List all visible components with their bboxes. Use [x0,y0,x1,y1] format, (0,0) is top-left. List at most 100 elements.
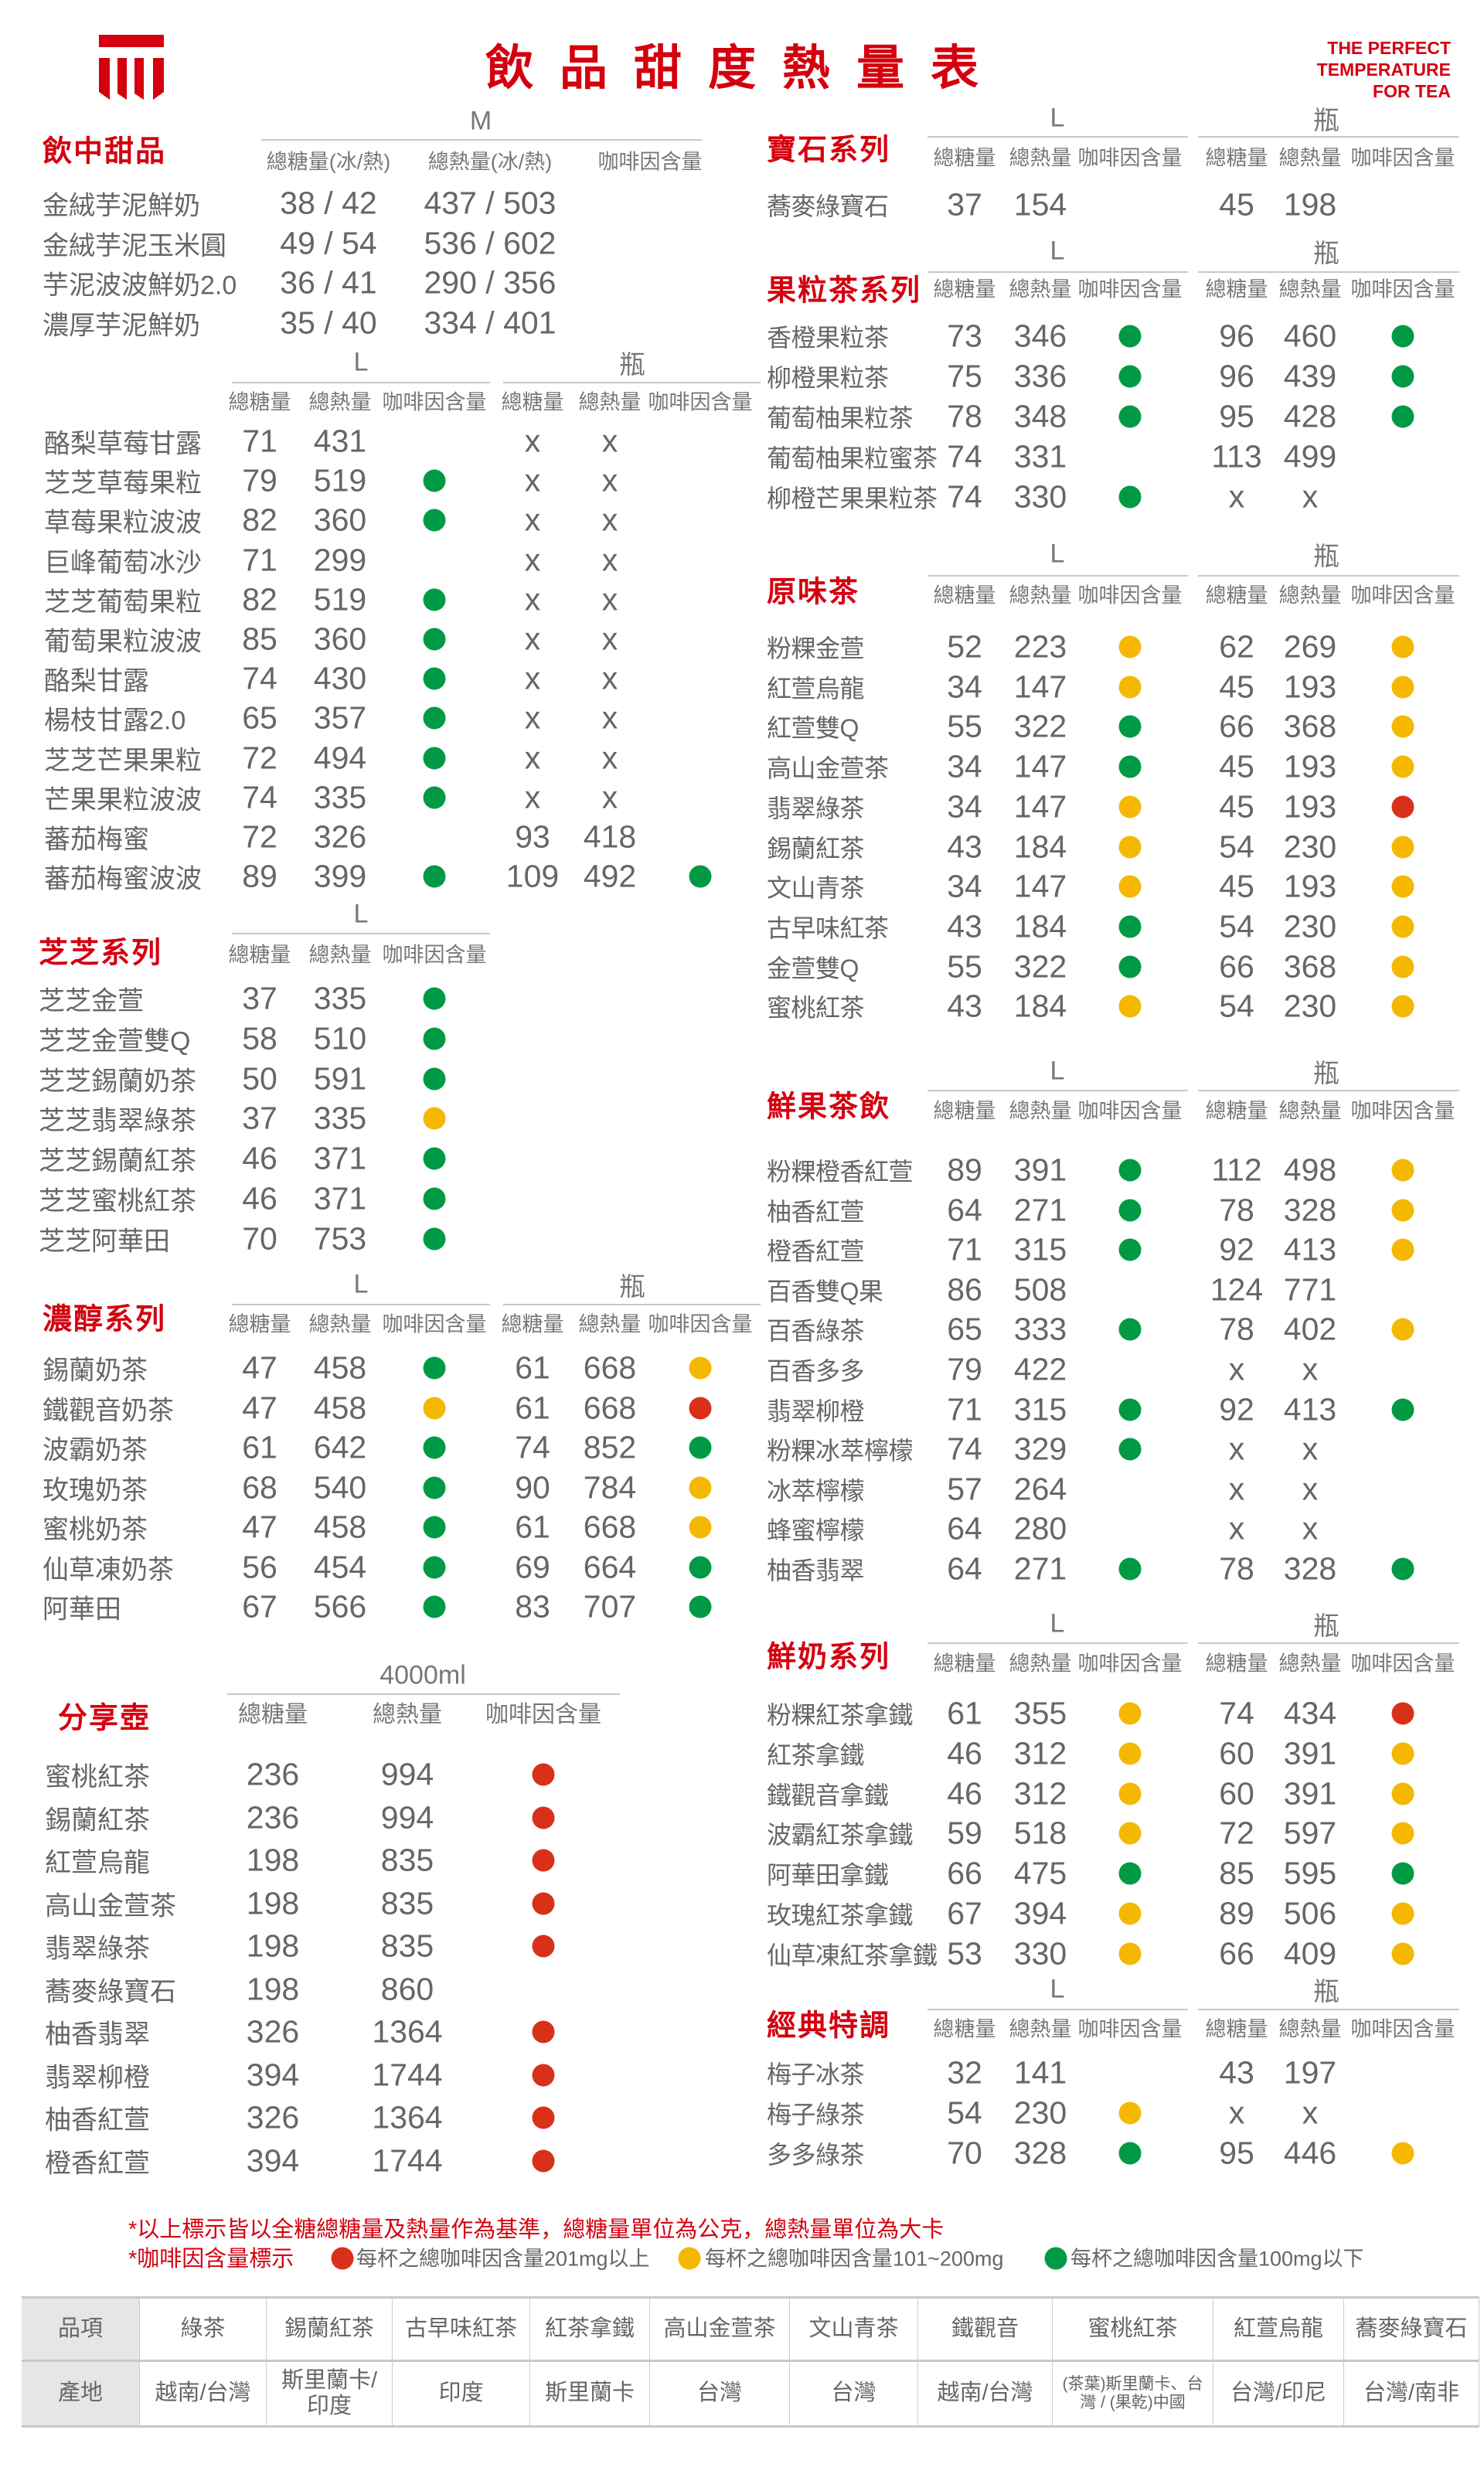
drink-name: 芋泥波波鮮奶2.0 [43,271,237,301]
total-calories: 413 [1283,1231,1337,1268]
column-header: 總糖量 [1205,2017,1268,2041]
size-divider [1198,575,1459,577]
column-header: 總糖量 [228,943,291,967]
tea-item: 紅茶拿鐵 [530,2299,650,2362]
size-divider [928,1642,1188,1644]
total-calories: 499 [1283,438,1337,475]
total-calories: 409 [1283,1935,1337,1972]
caffeine-yellow-dot-icon [1391,1318,1414,1341]
caffeine-green-dot-icon [423,667,446,690]
total-calories: 510 [313,1020,367,1057]
drink-name: 芝芝金萱 [39,986,144,1016]
total-sugar: 74 [947,1431,982,1467]
total-sugar: x [524,462,541,499]
total-sugar: 89 [242,858,277,894]
caffeine-yellow-dot-icon [1118,1702,1142,1725]
total-calories: 368 [1283,948,1337,985]
total-sugar: 75 [947,358,982,394]
drink-name: 波霸紅茶拿鐵 [767,1821,914,1850]
total-calories: 753 [313,1220,367,1257]
caffeine-yellow-dot-icon [1118,1942,1142,1965]
total-sugar: 55 [947,708,982,744]
origin-table: 品項 綠茶 錫蘭紅茶 古早味紅茶 紅茶拿鐵 高山金萱茶 文山青茶 鐵觀音 蜜桃紅茶 紅萱烏龍 蕎麥綠… [22,2296,1479,2428]
total-calories: 230 [1013,2095,1067,2131]
caffeine-yellow-dot-icon [1391,635,1414,658]
caffeine-yellow-dot-icon [1118,1742,1142,1765]
size-label: 瓶 [1313,1059,1339,1089]
drink-name: 蕃茄梅蜜 [44,825,149,855]
column-header: 咖啡因含量 [1077,1652,1183,1676]
column-header: 咖啡因含量 [1350,1652,1455,1676]
caffeine-green-dot-icon [423,747,446,770]
section-title-zhizhi: 芝芝系列 [39,934,163,970]
caffeine-green-dot-icon [1118,1199,1142,1222]
total-calories: 668 [583,1509,637,1545]
caffeine-yellow-dot-icon [1391,1942,1414,1965]
total-calories: 399 [313,858,367,894]
total-sugar: 62 [1219,628,1254,665]
total-calories: x [601,699,618,736]
drink-name: 葡萄柚果粒蜜茶 [767,444,938,472]
tea-item: 蕎麥綠寶石 [1344,2299,1479,2362]
drink-name: 草莓果粒波波 [44,508,202,538]
total-calories: 348 [1013,398,1067,434]
tea-item: 蜜桃紅茶 [1053,2299,1213,2362]
total-calories: 335 [313,779,367,815]
caffeine-yellow-dot-icon [1118,2101,1142,2125]
size-label: L [1050,103,1065,133]
legend-red-dot-icon [331,2247,354,2270]
drink-name: 芝芝葡萄果粒 [44,587,202,618]
drink-name: 阿華田 [43,1594,121,1625]
drink-name: 楊枝甘露2.0 [44,706,186,736]
tea-origin: 台灣 [650,2362,790,2425]
total-sugar: 47 [242,1390,277,1425]
total-calories: 994 [380,1799,434,1835]
total-calories: 668 [583,1390,637,1425]
caffeine-yellow-dot-icon [423,1397,446,1419]
total-calories: 269 [1283,628,1337,665]
column-header: 總熱量 [1278,277,1342,301]
size-divider [227,1693,620,1695]
total-calories: 193 [1283,868,1337,904]
total-sugar: 93 [515,818,550,855]
total-sugar: 82 [242,581,277,618]
total-sugar: 53 [947,1935,982,1972]
total-calories: x [601,542,618,578]
total-calories: 492 [583,858,637,894]
total-sugar: 326 [246,2013,300,2050]
drink-name: 芝芝草莓果粒 [44,468,202,499]
total-sugar: 198 [246,1885,300,1921]
caffeine-green-dot-icon [423,1187,446,1210]
total-sugar: 198 [246,1928,300,1964]
tea-item: 紅萱烏龍 [1213,2299,1344,2362]
drink-name: 冰萃檸檬 [767,1476,865,1505]
tagline-line: FOR TEA [1373,81,1451,101]
total-sugar: 67 [242,1588,277,1625]
total-calories: x [601,621,618,657]
caffeine-red-dot-icon [532,1849,555,1872]
caffeine-yellow-dot-icon [1391,1742,1414,1765]
total-sugar: 34 [947,669,982,705]
total-calories: 299 [313,542,367,578]
total-calories: 434 [1283,1695,1337,1731]
caffeine-green-dot-icon [423,628,446,651]
drink-name: 金絨芋泥鮮奶 [43,191,200,221]
total-sugar: 79 [947,1351,982,1387]
caffeine-green-dot-icon [423,1027,446,1050]
total-sugar: 74 [947,438,982,475]
section-title-milk: 鮮奶系列 [767,1639,891,1674]
caffeine-green-dot-icon [1118,2142,1142,2165]
total-sugar: 61 [242,1429,277,1465]
total-calories: 193 [1283,748,1337,784]
drink-name: 芝芝蜜桃紅茶 [39,1186,196,1217]
total-calories: 852 [583,1429,637,1465]
total-sugar: 43 [947,988,982,1024]
total-sugar: 64 [947,1192,982,1228]
total-calories: 230 [1283,829,1337,864]
total-sugar: 90 [515,1469,550,1505]
total-sugar: 59 [947,1815,982,1851]
total-calories: 518 [1013,1815,1067,1851]
total-sugar: 74 [242,660,277,696]
total-sugar: 64 [947,1550,982,1587]
drink-name: 柳橙芒果果粒茶 [767,485,938,512]
